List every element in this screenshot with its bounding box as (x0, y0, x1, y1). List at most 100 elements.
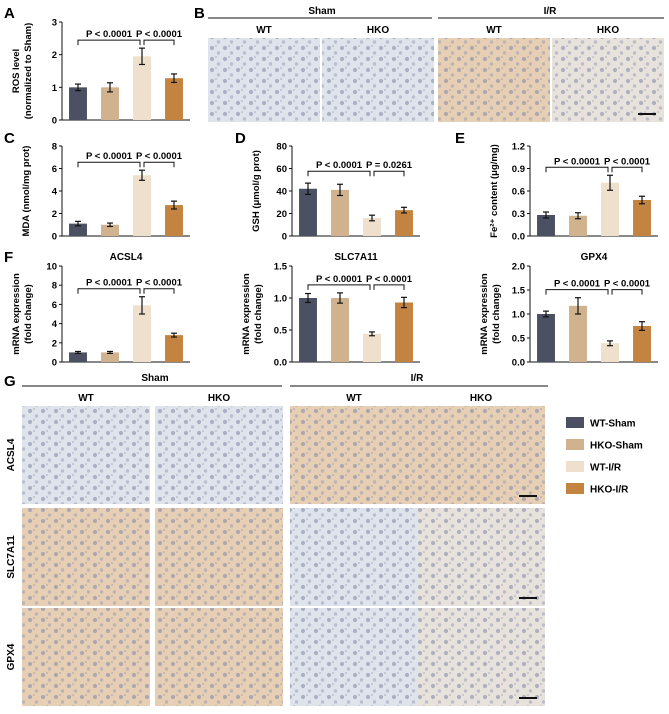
g-micrograph (155, 608, 283, 706)
chart-title: ACSL4 (110, 252, 143, 263)
chart-title: SLC7A11 (334, 252, 378, 263)
significance-bracket (307, 284, 371, 290)
bar (331, 189, 349, 236)
bar (601, 343, 619, 362)
y-axis-label: (fold change) (491, 284, 502, 344)
tissue-nuclei (290, 508, 418, 606)
y-tick-label: 2 (52, 50, 57, 61)
significance-bracket (307, 170, 371, 177)
significance-bracket (77, 161, 141, 168)
y-tick-label: 1 (52, 83, 58, 94)
b-column-label: WT (256, 25, 272, 36)
legend-label: WT-Sham (590, 419, 636, 430)
panel-letter-e: E (455, 130, 465, 147)
y-axis-label: GSH (μmol/g prot) (251, 150, 262, 232)
bar (569, 305, 587, 362)
y-tick-label: 1.5 (274, 262, 288, 273)
bar (101, 87, 119, 120)
bar (633, 326, 651, 362)
bar (395, 302, 413, 362)
p-value-label: P < 0.0001 (86, 278, 133, 289)
b-header-ir: I/R (544, 6, 558, 17)
y-tick-label: 0.6 (512, 187, 525, 198)
g-header-sham: Sham (141, 373, 168, 384)
g-micrograph (417, 508, 545, 606)
p-value-label: P < 0.0001 (86, 151, 133, 162)
y-tick-label: 2 (52, 209, 57, 220)
significance-bracket (143, 288, 175, 294)
tissue-nuclei (155, 508, 283, 606)
y-tick-label: 0.0 (512, 232, 525, 243)
g-micrograph (290, 406, 418, 504)
b-micrograph (552, 38, 664, 122)
bar (101, 352, 119, 362)
chart-e: 0.0 0.3 0.6 0.9 1.2 Fe²⁺ content (μg/mg) P < 0… (489, 142, 658, 243)
y-tick-label: 8 (52, 281, 57, 292)
significance-bracket (373, 284, 405, 290)
y-axis-label: MDA (nmol/mg prot) (21, 146, 32, 237)
g-micrograph (290, 608, 418, 706)
bar (133, 305, 151, 362)
tissue-nuclei (208, 38, 320, 122)
panel-letter-g: G (4, 373, 16, 390)
y-tick-label: 0.5 (512, 334, 526, 345)
b-micrograph (322, 38, 434, 122)
bar (165, 335, 183, 362)
y-tick-label: 6 (52, 300, 57, 311)
y-tick-label: 4 (52, 187, 58, 198)
bar (363, 218, 381, 236)
bar (363, 333, 381, 362)
bar (299, 188, 317, 236)
p-value-label: P < 0.0001 (136, 29, 183, 40)
panel-letter-c: C (4, 130, 15, 147)
g-column-label: HKO (470, 393, 492, 404)
bar (601, 182, 619, 236)
p-value-label: P < 0.0001 (316, 274, 363, 285)
p-value-label: P < 0.0001 (554, 279, 601, 290)
b-column-label: HKO (597, 25, 619, 36)
y-tick-label: 0.9 (512, 164, 525, 175)
chart-f3: GPX4 0.0 0.5 1.0 1.5 2.0 mRNA expression (fold … (479, 252, 658, 369)
g-micrograph (155, 406, 283, 504)
y-axis-label: mRNA expression (479, 273, 490, 355)
y-tick-label: 0.0 (274, 358, 287, 369)
bar (331, 298, 349, 362)
chart-d: 0 20 40 60 80 GSH (μmol/g prot) P < 0.0001 P = … (251, 142, 420, 243)
panel-letter-d: D (235, 130, 246, 147)
legend-swatch (566, 439, 584, 450)
bar (395, 210, 413, 236)
g-micrograph (290, 508, 418, 606)
significance-bracket (373, 170, 405, 177)
tissue-nuclei (155, 406, 283, 504)
significance-bracket (545, 289, 609, 295)
g-row-label: ACSL4 (6, 438, 17, 471)
legend-label: HKO-Sham (590, 441, 643, 452)
legend-label: WT-I/R (590, 463, 622, 474)
tissue-nuclei (22, 406, 150, 504)
p-value-label: P < 0.0001 (604, 156, 651, 167)
b-header-sham: Sham (308, 6, 335, 17)
y-tick-label: 0 (52, 358, 57, 369)
panel-letter-f: F (4, 249, 13, 266)
y-tick-label: 3 (52, 18, 57, 29)
p-value-label: P < 0.0001 (136, 151, 183, 162)
y-tick-label: 1.2 (512, 142, 525, 153)
tissue-nuclei (155, 608, 283, 706)
chart-c: 0 2 4 6 8 MDA (nmol/mg prot) P < 0.0001 P < 0.0… (21, 142, 190, 243)
g-micrograph (417, 406, 545, 504)
panel-letter-b: B (194, 5, 205, 22)
y-tick-label: 20 (276, 209, 287, 220)
tissue-nuclei (417, 508, 545, 606)
g-column-label: WT (346, 393, 362, 404)
tissue-nuclei (22, 508, 150, 606)
y-axis-label: (fold change) (23, 284, 34, 344)
bar (633, 200, 651, 236)
bar (101, 224, 119, 236)
tissue-nuclei (290, 608, 418, 706)
g-row-label: GPX4 (6, 643, 17, 670)
significance-bracket (143, 161, 175, 168)
g-micrograph (22, 508, 150, 606)
p-value-label: P < 0.0001 (136, 278, 183, 289)
significance-bracket (77, 288, 141, 294)
